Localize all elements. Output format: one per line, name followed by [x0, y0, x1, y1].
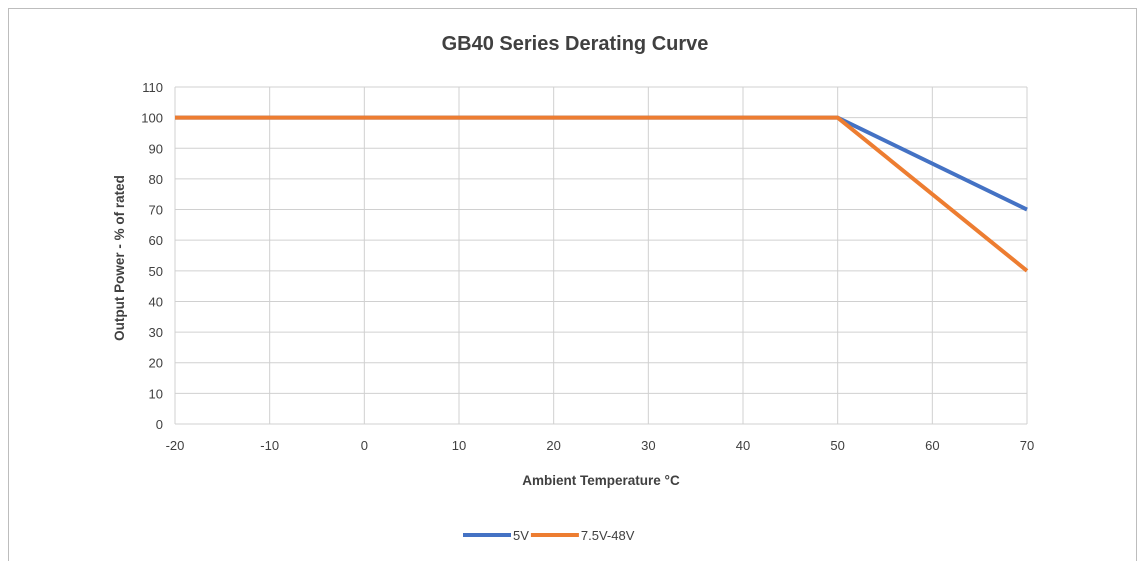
x-tick-label: 20: [546, 438, 560, 453]
x-tick-label: -10: [260, 438, 279, 453]
legend-label: 5V: [513, 528, 529, 543]
x-tick-label: 50: [830, 438, 844, 453]
legend-label: 7.5V-48V: [581, 528, 635, 543]
y-tick-label: 90: [149, 141, 163, 156]
y-tick-label: 30: [149, 325, 163, 340]
x-tick-label: 10: [452, 438, 466, 453]
y-tick-label: 80: [149, 172, 163, 187]
chart-frame: [8, 8, 1137, 561]
y-tick-label: 100: [141, 111, 163, 126]
x-tick-label: -20: [166, 438, 185, 453]
y-tick-labels: 0 10 20 30 40 50 60 70 80 90 100 110: [141, 80, 163, 432]
x-axis-label: Ambient Temperature °C: [522, 473, 680, 488]
x-tick-label: 60: [925, 438, 939, 453]
x-tick-label: 40: [736, 438, 750, 453]
x-tick-label: 70: [1020, 438, 1034, 453]
x-tick-labels: -20 -10 0 10 20 30 40 50 60 70: [166, 438, 1035, 453]
y-tick-label: 60: [149, 233, 163, 248]
x-tick-label: 30: [641, 438, 655, 453]
series-line-5v: [175, 115, 1028, 212]
series-line-7-5v-48v: [175, 115, 1029, 273]
series-lines: [175, 115, 1029, 273]
y-tick-label: 10: [149, 386, 163, 401]
y-tick-label: 40: [149, 294, 163, 309]
legend: 5V 7.5V-48V: [463, 528, 635, 543]
y-tick-label: 110: [142, 80, 163, 95]
y-tick-label: 50: [149, 264, 163, 279]
x-tick-label: 0: [361, 438, 368, 453]
chart-title: GB40 Series Derating Curve: [442, 33, 709, 55]
y-tick-label: 70: [149, 203, 163, 218]
y-tick-label: 20: [149, 356, 163, 371]
y-tick-label: 0: [156, 417, 163, 432]
y-axis-label: Output Power - % of rated: [112, 175, 127, 341]
grid: [174, 86, 1028, 425]
